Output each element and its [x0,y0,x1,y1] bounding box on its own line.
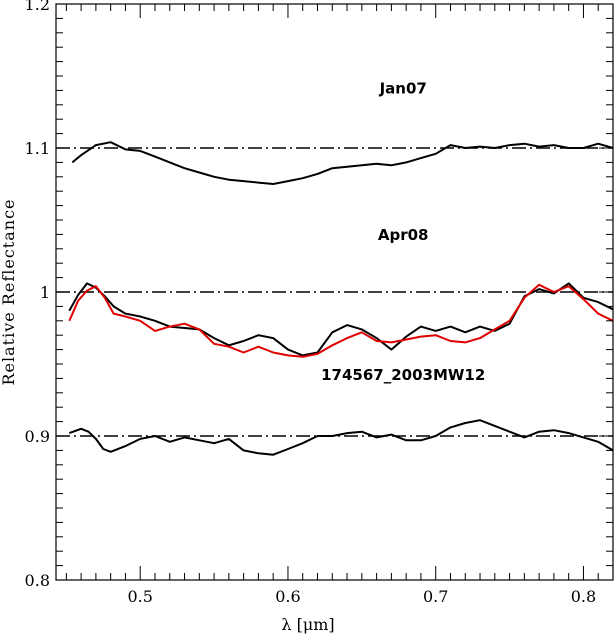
tick-labels: 0.5 0.6 0.7 0.8 0.8 0.9 1 1.1 1.2 [25,0,597,606]
x-tick-label: 0.5 [127,587,152,606]
y-tick-label: 1.1 [25,139,50,158]
x-tick-label: 0.6 [275,587,300,606]
spectra-series [68,141,614,456]
annotation-label: Apr08 [378,226,429,244]
y-axis-title: Relative Reflectance [0,199,18,386]
spectrum-line [68,282,614,357]
spectrum-line [71,141,614,185]
annotations: Jan07 Apr08 174567_2003MW12 [321,79,485,384]
annotation-label: 174567_2003MW12 [321,366,485,384]
x-tick-label: 0.7 [423,587,448,606]
x-tick-label: 0.8 [571,587,596,606]
annotation-label: Jan07 [379,79,427,97]
axis-ticks [56,3,614,581]
x-axis-title: λ [μm] [281,615,334,634]
spectrum-line [68,283,614,358]
spectrum-line [68,419,614,456]
y-tick-label: 0.9 [25,427,50,446]
y-tick-label: 0.8 [25,571,50,590]
y-tick-label: 1 [40,283,50,302]
y-tick-label: 1.2 [25,0,50,14]
